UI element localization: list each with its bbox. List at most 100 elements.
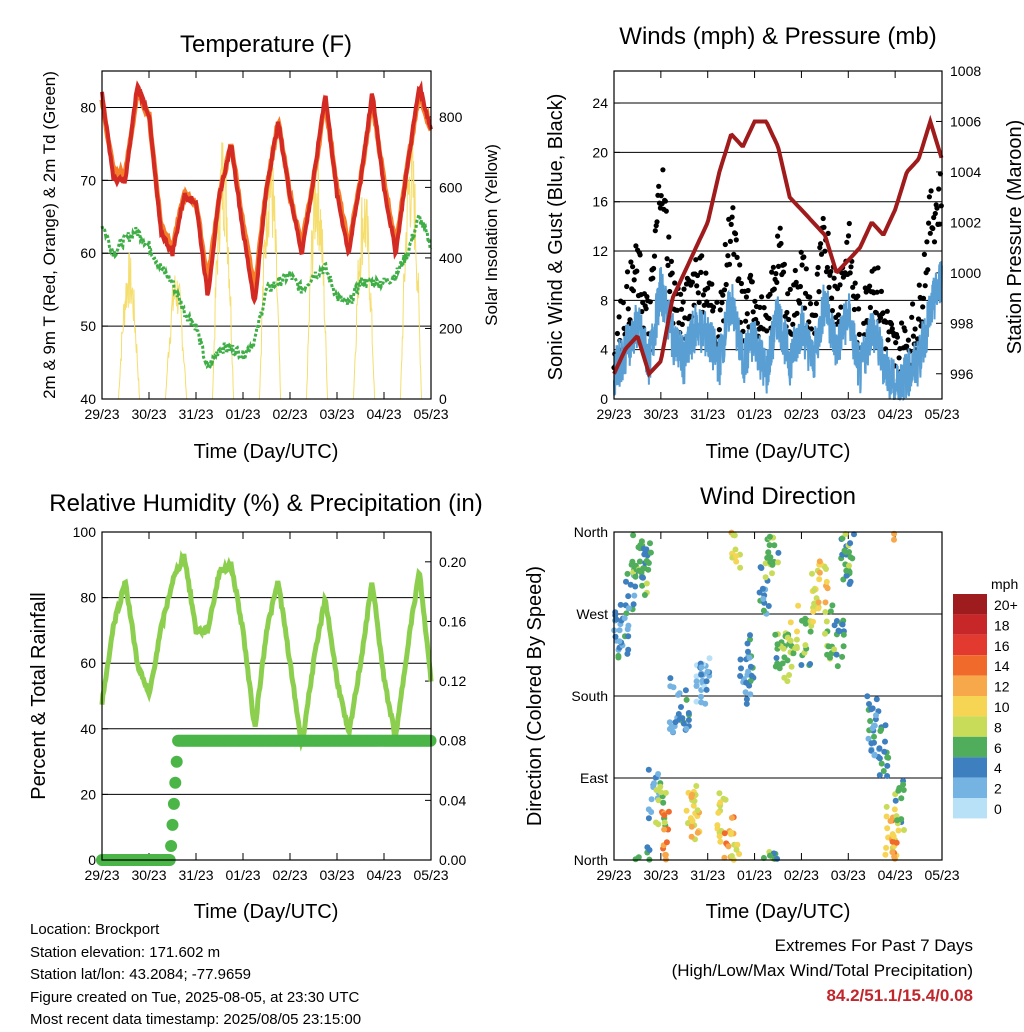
direction-point bbox=[736, 851, 743, 857]
direction-point bbox=[630, 601, 637, 608]
winds-xtick-label: 05/23 bbox=[924, 406, 959, 422]
legend-label: 20+ bbox=[994, 597, 1018, 613]
gust-point bbox=[628, 259, 634, 265]
temperature-xtick-label: 02/23 bbox=[272, 406, 307, 422]
direction-point bbox=[693, 683, 700, 689]
direction-point bbox=[742, 689, 749, 696]
gust-point bbox=[695, 290, 701, 296]
legend-swatch bbox=[953, 777, 987, 798]
gust-point bbox=[902, 328, 908, 334]
gust-point bbox=[651, 265, 657, 272]
humidity-y2tick-label: 0.00 bbox=[439, 852, 466, 868]
temperature-ytick-label: 80 bbox=[80, 99, 96, 115]
legend-swatch bbox=[953, 798, 987, 819]
station-elevation: Station elevation: 171.602 m bbox=[30, 943, 221, 961]
temperature-y2tick-label: 400 bbox=[439, 250, 463, 266]
direction-point bbox=[765, 549, 772, 556]
direction-point bbox=[616, 627, 623, 634]
gust-point bbox=[818, 241, 824, 247]
direction-point bbox=[734, 841, 741, 848]
direction-point bbox=[639, 582, 646, 589]
gust-point bbox=[654, 219, 660, 225]
direction-point bbox=[640, 565, 647, 572]
gust-point bbox=[710, 304, 717, 310]
gust-point bbox=[732, 231, 739, 237]
gust-point bbox=[672, 280, 678, 286]
direction-point bbox=[891, 853, 898, 860]
gust-point bbox=[624, 269, 631, 275]
direction-point bbox=[688, 823, 695, 830]
direction-point bbox=[889, 831, 896, 838]
gust-point bbox=[630, 264, 636, 270]
winds-xtick-label: 03/23 bbox=[831, 406, 866, 422]
direction-point bbox=[898, 795, 905, 802]
humidity-xtick-label: 30/23 bbox=[131, 867, 166, 883]
gust-point bbox=[922, 283, 928, 289]
gust-point bbox=[777, 225, 783, 231]
gust-point bbox=[745, 287, 751, 294]
gust-point bbox=[855, 293, 861, 299]
gust-point bbox=[643, 306, 649, 312]
temperature-ytick-label: 40 bbox=[80, 391, 96, 407]
gust-point bbox=[893, 340, 899, 346]
gust-point bbox=[775, 263, 782, 269]
direction-point bbox=[833, 618, 840, 624]
gust-point bbox=[797, 283, 804, 290]
direction-point bbox=[786, 672, 793, 678]
direction-point bbox=[871, 751, 878, 758]
gust-point bbox=[844, 239, 850, 245]
direction-point bbox=[638, 538, 645, 545]
temperature-xtick-label: 01/23 bbox=[225, 406, 260, 422]
direction-point bbox=[775, 559, 781, 566]
direction-point bbox=[809, 570, 815, 577]
direction-point bbox=[621, 615, 628, 622]
gust-point bbox=[738, 280, 745, 287]
gust-point bbox=[932, 210, 938, 217]
humidity-ytick-label: 80 bbox=[80, 590, 96, 606]
direction-point bbox=[683, 807, 690, 814]
gust-point bbox=[728, 221, 734, 227]
winds-xtick-label: 01/23 bbox=[737, 406, 772, 422]
direction-point bbox=[643, 557, 650, 564]
direction-point bbox=[630, 532, 637, 539]
direction-point bbox=[625, 633, 632, 640]
direction-point bbox=[616, 638, 623, 645]
direction-point bbox=[772, 631, 779, 638]
direction-point bbox=[816, 576, 823, 583]
direction-point bbox=[816, 558, 823, 565]
direction-point bbox=[690, 802, 697, 809]
direction-ylabel: Direction (Colored By Speed) bbox=[524, 566, 546, 826]
gust-point bbox=[835, 312, 842, 318]
gust-point bbox=[912, 326, 918, 332]
direction-point bbox=[682, 687, 689, 694]
direction-point bbox=[727, 829, 734, 836]
legend-swatch bbox=[953, 655, 987, 676]
humidity-panel: 0 20 40 60 80 100 0.00 0.04 0.08 0.12 0.16 0.20 29/2… bbox=[28, 490, 483, 923]
winds-xlabel: Time (Day/UTC) bbox=[706, 441, 851, 463]
humidity-ytick-label: 60 bbox=[80, 655, 96, 671]
direction-point bbox=[747, 678, 754, 684]
legend-label: 10 bbox=[994, 699, 1010, 715]
speed-legend: mph 20+ 18 16 14 12 10 8 6 4 2 0 bbox=[953, 576, 1018, 819]
direction-point bbox=[823, 578, 830, 585]
gust-point bbox=[813, 300, 820, 307]
direction-point bbox=[822, 609, 829, 615]
direction-point bbox=[665, 808, 672, 815]
direction-point bbox=[743, 700, 750, 707]
winds-ytick-label: 8 bbox=[600, 292, 608, 308]
gust-point bbox=[773, 271, 779, 277]
gust-point bbox=[749, 279, 755, 285]
direction-point bbox=[666, 719, 673, 726]
gust-point bbox=[794, 310, 800, 316]
direction-xtick-label: 05/23 bbox=[924, 867, 959, 883]
gust-point bbox=[709, 281, 715, 287]
gust-point bbox=[770, 264, 777, 270]
direction-point bbox=[746, 682, 753, 689]
gust-point bbox=[696, 299, 702, 305]
direction-point bbox=[698, 693, 704, 700]
gust-point bbox=[781, 261, 788, 267]
winds-xtick-label: 02/23 bbox=[784, 406, 819, 422]
gust-point bbox=[808, 326, 815, 332]
direction-point bbox=[760, 607, 767, 614]
